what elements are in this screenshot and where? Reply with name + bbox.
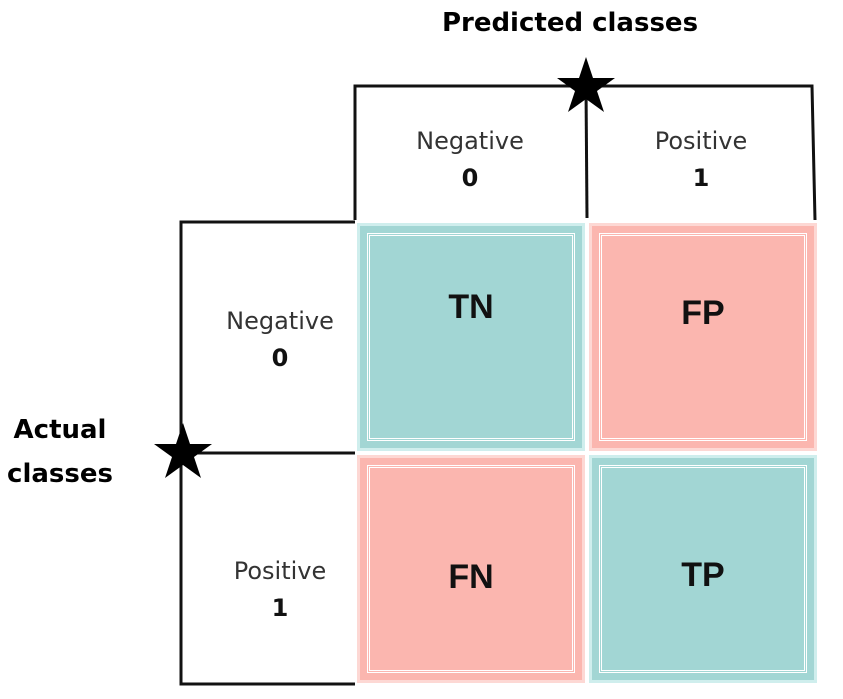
actual-negative-header: Negative 0 (200, 304, 360, 378)
cell-false-positive: FP (589, 223, 817, 451)
cell-false-negative: FN (357, 455, 585, 683)
actual-axis-title-line2: classes (7, 459, 113, 489)
actual-positive-name: Positive (233, 557, 327, 585)
actual-negative-name: Negative (226, 307, 334, 335)
cell-inner-border (599, 465, 807, 673)
cell-inner-border (599, 233, 807, 441)
actual-negative-code: 0 (271, 344, 289, 372)
cell-true-positive: TP (589, 455, 817, 683)
cell-true-negative-label: TN (448, 287, 494, 326)
cell-inner-border (367, 465, 575, 673)
predicted-negative-code: 0 (461, 164, 479, 192)
predicted-negative-header: Negative 0 (356, 124, 584, 198)
actual-positive-code: 1 (271, 594, 289, 622)
predicted-negative-name: Negative (416, 127, 524, 155)
actual-axis-title: Actual classes (0, 408, 120, 496)
star-icon (154, 423, 212, 478)
cell-true-positive-label: TP (681, 555, 725, 594)
predicted-positive-code: 1 (692, 164, 710, 192)
cell-inner-border (367, 233, 575, 441)
cell-false-negative-label: FN (448, 557, 494, 596)
predicted-positive-name: Positive (654, 127, 748, 155)
actual-axis-title-line1: Actual (13, 415, 107, 445)
cell-true-negative: TN (357, 223, 585, 451)
predicted-positive-header: Positive 1 (588, 124, 814, 198)
predicted-divider (584, 85, 589, 219)
actual-positive-header: Positive 1 (200, 554, 360, 628)
star-icon (557, 57, 615, 112)
cell-false-positive-label: FP (681, 293, 725, 332)
predicted-axis-title: Predicted classes (441, 8, 699, 38)
